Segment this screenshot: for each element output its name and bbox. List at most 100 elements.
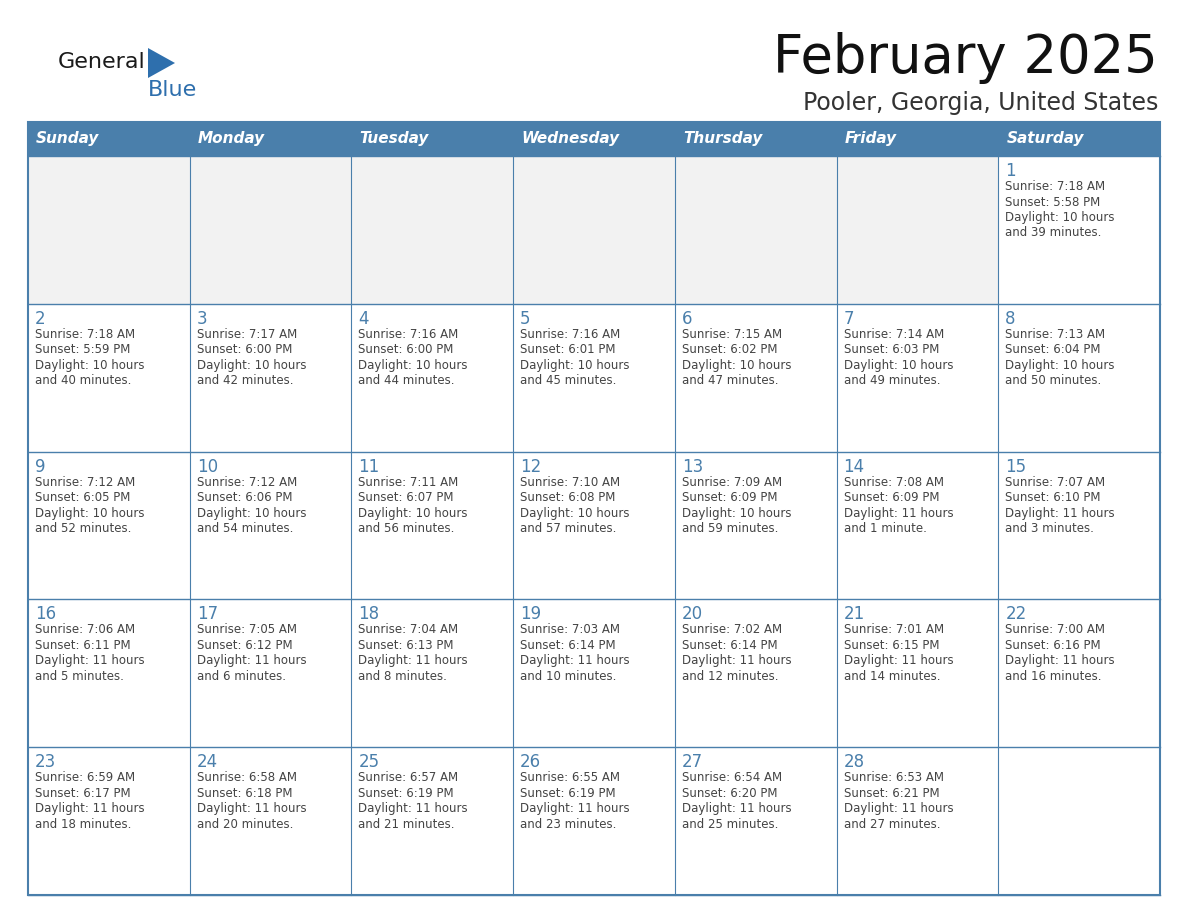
Text: and 25 minutes.: and 25 minutes. <box>682 818 778 831</box>
Text: and 16 minutes.: and 16 minutes. <box>1005 670 1101 683</box>
Bar <box>836 747 998 895</box>
Text: Sunset: 6:00 PM: Sunset: 6:00 PM <box>359 343 454 356</box>
Text: and 18 minutes.: and 18 minutes. <box>34 818 132 831</box>
Bar <box>29 304 190 452</box>
Text: Sunset: 6:17 PM: Sunset: 6:17 PM <box>34 787 131 800</box>
Bar <box>998 156 1159 304</box>
Text: 2: 2 <box>34 309 45 328</box>
Text: Sunrise: 7:00 AM: Sunrise: 7:00 AM <box>1005 623 1105 636</box>
Text: Sunset: 6:09 PM: Sunset: 6:09 PM <box>682 491 777 504</box>
Text: Sunrise: 7:16 AM: Sunrise: 7:16 AM <box>359 328 459 341</box>
Text: Sunrise: 6:53 AM: Sunrise: 6:53 AM <box>843 771 943 784</box>
Text: Sunrise: 7:18 AM: Sunrise: 7:18 AM <box>1005 180 1105 193</box>
Text: 3: 3 <box>197 309 208 328</box>
Text: 9: 9 <box>34 457 45 476</box>
Text: Sunrise: 6:59 AM: Sunrise: 6:59 AM <box>34 771 135 784</box>
Bar <box>998 452 1159 599</box>
Text: Sunset: 6:08 PM: Sunset: 6:08 PM <box>520 491 615 504</box>
Text: and 3 minutes.: and 3 minutes. <box>1005 522 1094 535</box>
Text: 11: 11 <box>359 457 380 476</box>
Text: Sunset: 6:05 PM: Sunset: 6:05 PM <box>34 491 131 504</box>
Text: Daylight: 10 hours: Daylight: 10 hours <box>359 507 468 520</box>
Text: Daylight: 11 hours: Daylight: 11 hours <box>520 655 630 667</box>
Text: Daylight: 10 hours: Daylight: 10 hours <box>520 507 630 520</box>
Text: Daylight: 10 hours: Daylight: 10 hours <box>359 359 468 372</box>
Text: 19: 19 <box>520 605 542 623</box>
Text: Sunrise: 7:11 AM: Sunrise: 7:11 AM <box>359 476 459 488</box>
Text: 14: 14 <box>843 457 865 476</box>
Text: Daylight: 11 hours: Daylight: 11 hours <box>197 802 307 815</box>
Bar <box>29 599 190 747</box>
Text: Daylight: 11 hours: Daylight: 11 hours <box>1005 655 1114 667</box>
Text: Daylight: 11 hours: Daylight: 11 hours <box>682 802 791 815</box>
Text: and 45 minutes.: and 45 minutes. <box>520 375 617 387</box>
Text: Sunset: 6:01 PM: Sunset: 6:01 PM <box>520 343 615 356</box>
Text: Daylight: 11 hours: Daylight: 11 hours <box>682 655 791 667</box>
Text: Sunset: 6:07 PM: Sunset: 6:07 PM <box>359 491 454 504</box>
Text: and 8 minutes.: and 8 minutes. <box>359 670 448 683</box>
Text: Wednesday: Wednesday <box>522 131 619 147</box>
Text: Daylight: 11 hours: Daylight: 11 hours <box>34 655 145 667</box>
Text: Sunset: 6:10 PM: Sunset: 6:10 PM <box>1005 491 1101 504</box>
Text: and 47 minutes.: and 47 minutes. <box>682 375 778 387</box>
Text: and 52 minutes.: and 52 minutes. <box>34 522 132 535</box>
Bar <box>352 156 513 304</box>
Text: Daylight: 11 hours: Daylight: 11 hours <box>197 655 307 667</box>
Bar <box>352 304 513 452</box>
Text: 4: 4 <box>359 309 369 328</box>
Text: Daylight: 11 hours: Daylight: 11 hours <box>843 655 953 667</box>
Bar <box>675 156 836 304</box>
Text: Sunrise: 6:55 AM: Sunrise: 6:55 AM <box>520 771 620 784</box>
Bar <box>675 599 836 747</box>
Text: Sunrise: 7:02 AM: Sunrise: 7:02 AM <box>682 623 782 636</box>
Text: Sunrise: 7:13 AM: Sunrise: 7:13 AM <box>1005 328 1105 341</box>
Text: Sunrise: 7:03 AM: Sunrise: 7:03 AM <box>520 623 620 636</box>
Text: Sunset: 6:19 PM: Sunset: 6:19 PM <box>520 787 615 800</box>
Text: Daylight: 11 hours: Daylight: 11 hours <box>359 655 468 667</box>
Text: Sunrise: 7:05 AM: Sunrise: 7:05 AM <box>197 623 297 636</box>
Text: 28: 28 <box>843 753 865 771</box>
Text: Daylight: 10 hours: Daylight: 10 hours <box>197 359 307 372</box>
Text: and 6 minutes.: and 6 minutes. <box>197 670 286 683</box>
Text: Tuesday: Tuesday <box>360 131 429 147</box>
Bar <box>675 452 836 599</box>
Text: and 12 minutes.: and 12 minutes. <box>682 670 778 683</box>
Text: Sunset: 6:20 PM: Sunset: 6:20 PM <box>682 787 777 800</box>
Text: Monday: Monday <box>197 131 265 147</box>
Text: General: General <box>58 52 146 72</box>
Text: Saturday: Saturday <box>1006 131 1083 147</box>
Text: 5: 5 <box>520 309 531 328</box>
Bar <box>29 156 190 304</box>
Polygon shape <box>148 48 175 78</box>
Text: Sunset: 6:04 PM: Sunset: 6:04 PM <box>1005 343 1101 356</box>
Text: Sunrise: 6:54 AM: Sunrise: 6:54 AM <box>682 771 782 784</box>
Text: Sunrise: 7:04 AM: Sunrise: 7:04 AM <box>359 623 459 636</box>
Text: Sunset: 5:58 PM: Sunset: 5:58 PM <box>1005 196 1100 208</box>
Text: Daylight: 10 hours: Daylight: 10 hours <box>1005 211 1114 224</box>
Text: 25: 25 <box>359 753 379 771</box>
Text: Sunrise: 7:12 AM: Sunrise: 7:12 AM <box>197 476 297 488</box>
Text: Daylight: 10 hours: Daylight: 10 hours <box>843 359 953 372</box>
Bar <box>998 599 1159 747</box>
Text: 6: 6 <box>682 309 693 328</box>
Text: and 42 minutes.: and 42 minutes. <box>197 375 293 387</box>
Bar <box>836 156 998 304</box>
Text: Daylight: 11 hours: Daylight: 11 hours <box>520 802 630 815</box>
Text: Daylight: 10 hours: Daylight: 10 hours <box>1005 359 1114 372</box>
Text: 16: 16 <box>34 605 56 623</box>
Text: and 39 minutes.: and 39 minutes. <box>1005 227 1101 240</box>
Bar <box>998 747 1159 895</box>
Text: Sunrise: 7:10 AM: Sunrise: 7:10 AM <box>520 476 620 488</box>
Text: and 10 minutes.: and 10 minutes. <box>520 670 617 683</box>
Bar <box>836 599 998 747</box>
Bar <box>513 452 675 599</box>
Text: Sunrise: 7:09 AM: Sunrise: 7:09 AM <box>682 476 782 488</box>
Text: and 44 minutes.: and 44 minutes. <box>359 375 455 387</box>
Text: Daylight: 11 hours: Daylight: 11 hours <box>359 802 468 815</box>
Bar <box>998 304 1159 452</box>
Text: Sunset: 6:14 PM: Sunset: 6:14 PM <box>682 639 777 652</box>
Bar <box>190 599 352 747</box>
Text: 10: 10 <box>197 457 217 476</box>
Bar <box>513 156 675 304</box>
Text: 23: 23 <box>34 753 56 771</box>
